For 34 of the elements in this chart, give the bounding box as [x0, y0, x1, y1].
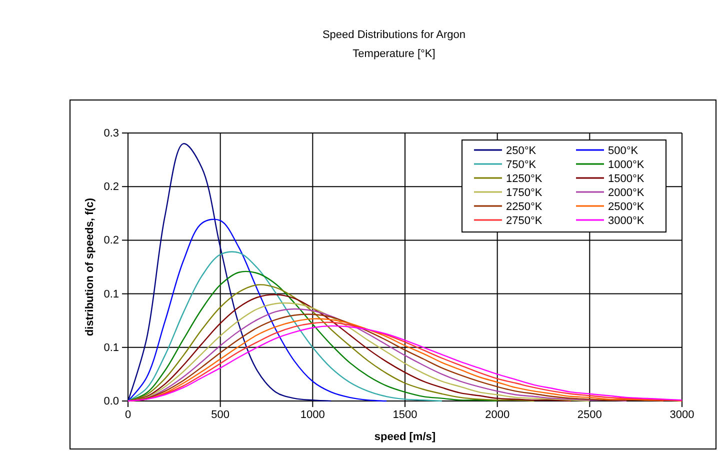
x-tick-label: 500: [211, 408, 230, 421]
x-axis-title: speed [m/s]: [374, 431, 436, 443]
x-tick-label: 0: [124, 408, 132, 421]
legend-label: 250°K: [506, 145, 537, 157]
legend-label: 1500°K: [608, 173, 645, 185]
legend-label: 1250°K: [506, 173, 543, 185]
x-tick-label: 3000: [670, 408, 694, 421]
y-tick-label: 0.0: [104, 396, 119, 408]
chart-title: Speed Distributions for Argon: [322, 29, 466, 41]
legend-label: 2250°K: [506, 201, 543, 213]
legend-label: 500°K: [608, 145, 639, 157]
y-tick-label: 0.1: [104, 342, 119, 354]
y-tick-label: 0.2: [104, 234, 119, 247]
legend-label: 2000°K: [608, 187, 645, 199]
y-tick-label: 0.2: [104, 181, 119, 194]
line-series: [127, 218, 388, 402]
legend-label: 2750°K: [506, 215, 543, 227]
y-tick-label: 0.3: [104, 128, 119, 140]
legend-label: 1750°K: [506, 187, 543, 199]
line-series: [127, 251, 443, 402]
line-series: [127, 270, 498, 402]
line-series: [127, 143, 332, 402]
legend-label: 750°K: [506, 159, 537, 171]
x-tick-label: 2500: [577, 408, 602, 421]
x-tick-label: 1000: [300, 408, 325, 421]
y-axis-title: distribution of speeds, f(c): [84, 198, 96, 336]
legend-label: 3000°K: [608, 215, 645, 227]
y-tick-label: 0.1: [104, 288, 119, 300]
legend-label: 2500°K: [608, 201, 645, 213]
chart-subtitle: Temperature [°K]: [352, 48, 436, 60]
legend-label: 1000°K: [608, 159, 645, 171]
x-tick-label: 1500: [392, 408, 418, 421]
line-series: [127, 284, 535, 402]
x-tick-label: 2000: [485, 408, 510, 421]
